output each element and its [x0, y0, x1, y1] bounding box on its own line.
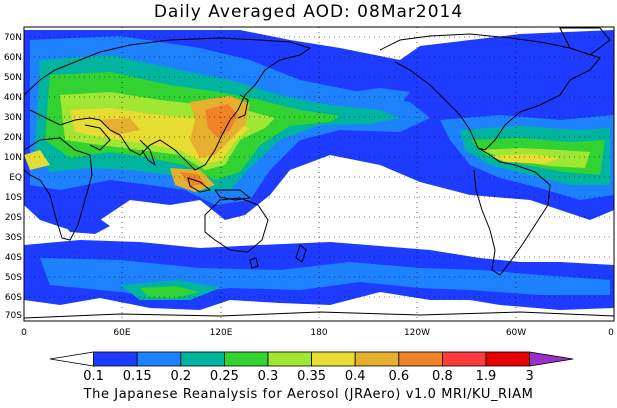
lon-label: 120E	[210, 328, 233, 338]
colorbar-label: 0.35	[297, 369, 326, 384]
colorbar-swatch	[93, 351, 138, 367]
lat-label: 50S	[5, 273, 22, 283]
lat-label: EQ	[9, 173, 22, 183]
lat-label: 10N	[4, 153, 22, 163]
colorbar-swatch	[180, 351, 225, 367]
colorbar-label: 0.8	[432, 369, 453, 384]
lat-label: 30S	[5, 233, 22, 243]
map-title: Daily Averaged AOD: 08Mar2014	[153, 2, 464, 22]
coastlines	[24, 27, 614, 319]
lon-axis: 0 60E 120E 180 120W 60W 0	[21, 328, 614, 338]
lon-label: 0	[21, 328, 27, 338]
lat-label: 40S	[5, 253, 22, 263]
lon-label: 180	[310, 328, 327, 338]
lat-label: 10S	[5, 193, 22, 203]
lat-axis: 70N 60N 50N 40N 30N 20N 10N EQ 10S 20S 3…	[4, 33, 22, 321]
lat-label: 70N	[4, 33, 22, 43]
lat-label: 20N	[4, 133, 22, 143]
lat-label: 50N	[4, 73, 22, 83]
colorbar-label: 0.4	[345, 369, 366, 384]
colorbar-label: 0.6	[388, 369, 409, 384]
colorbar-swatch	[311, 351, 356, 367]
lat-label: 70S	[5, 311, 22, 321]
colorbar-low-triangle	[49, 351, 94, 367]
lon-label: 0	[608, 328, 614, 338]
lon-label: 60E	[113, 328, 130, 338]
lat-label: 60N	[4, 53, 22, 63]
colorbar-label: 0.3	[258, 369, 279, 384]
colorbar-swatch	[223, 351, 269, 367]
lat-label: 60S	[5, 293, 22, 303]
colorbar-label: 3	[525, 369, 533, 384]
colorbar-swatch	[485, 351, 530, 367]
colorbar-label: 0.2	[170, 369, 191, 384]
lat-label: 40N	[4, 93, 22, 103]
graticule	[24, 27, 614, 321]
colorbar-high-triangle	[529, 351, 574, 367]
colorbar-label: 0.15	[123, 369, 152, 384]
colorbar: 0.1 0.15 0.2 0.25 0.3 0.35 0.4 0.6 0.8 1.9 3	[49, 351, 574, 384]
colorbar-label: 1.9	[476, 369, 497, 384]
lon-label: 120W	[404, 328, 430, 338]
colorbar-swatch	[354, 351, 400, 367]
map-frame	[23, 26, 615, 322]
colorbar-swatch	[441, 351, 487, 367]
lat-label: 30N	[4, 113, 22, 123]
lat-label: 20S	[5, 213, 22, 223]
colorbar-swatch	[136, 351, 182, 367]
colorbar-label: 0.25	[210, 369, 239, 384]
colorbar-swatch	[398, 351, 443, 367]
map-panel	[24, 27, 614, 321]
credit-line: The Japanese Reanalysis for Aerosol (JRA…	[83, 387, 534, 402]
colorbar-label: 0.1	[83, 369, 104, 384]
lon-label: 60W	[506, 328, 526, 338]
colorbar-swatch	[267, 351, 312, 367]
